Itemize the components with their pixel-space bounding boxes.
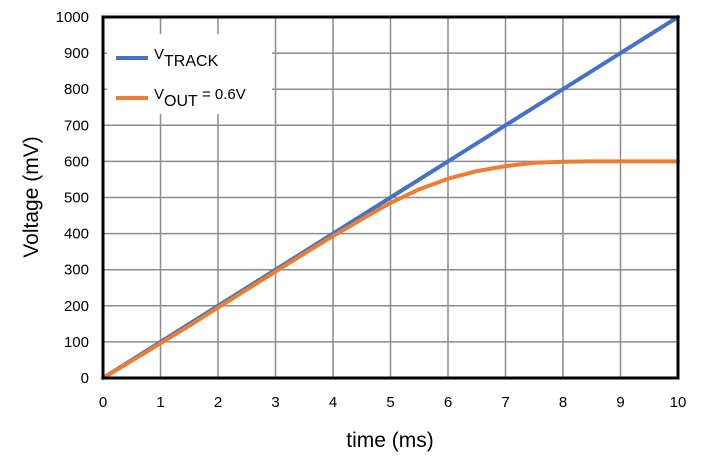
y-tick-label: 1000 (56, 9, 89, 26)
y-tick-label: 200 (64, 298, 89, 315)
legend-label: VOUT = 0.6V (154, 86, 246, 110)
series-line-vout (101, 159, 680, 380)
legend-label-main: V (154, 86, 164, 103)
y-tick-labels: 0 100 200 300 400 500 600 700 800 900 1000 (56, 9, 89, 387)
x-tick-labels: 0 1 2 3 4 5 6 7 8 9 10 (99, 394, 687, 411)
x-tick-label: 10 (670, 394, 687, 411)
y-tick-label: 100 (64, 334, 89, 351)
y-tick-label: 700 (64, 117, 89, 134)
y-tick-label: 600 (64, 153, 89, 170)
x-tick-label: 1 (156, 394, 164, 411)
x-tick-label: 2 (214, 394, 222, 411)
x-tick-label: 7 (501, 394, 509, 411)
y-tick-label: 0 (81, 370, 89, 387)
x-tick-label: 5 (386, 394, 394, 411)
x-tick-label: 6 (444, 394, 452, 411)
x-tick-label: 9 (616, 394, 624, 411)
y-tick-label: 500 (64, 190, 89, 207)
y-tick-label: 800 (64, 81, 89, 98)
plot-border (101, 15, 680, 380)
y-tick-label: 300 (64, 262, 89, 279)
y-tick-label: 900 (64, 45, 89, 62)
legend-label: VTRACK (154, 46, 219, 70)
x-tick-label: 4 (329, 394, 337, 411)
legend-label-sub: TRACK (164, 53, 219, 70)
legend-item: VOUT = 0.6V (116, 86, 246, 110)
y-tick-label: 400 (64, 226, 89, 243)
legend-label-suffix: = 0.6V (198, 86, 246, 103)
legend-item: VTRACK (116, 46, 219, 70)
legend-label-sub: OUT (164, 93, 198, 110)
x-axis-title: time (ms) (346, 429, 434, 452)
x-tick-label: 8 (559, 394, 567, 411)
x-tick-label: 3 (271, 394, 279, 411)
x-tick-label: 0 (99, 394, 107, 411)
legend-box (107, 34, 272, 114)
series-lines (101, 15, 680, 380)
legend-label-main: V (154, 46, 164, 63)
y-axis-title: Voltage (mV) (20, 136, 43, 257)
